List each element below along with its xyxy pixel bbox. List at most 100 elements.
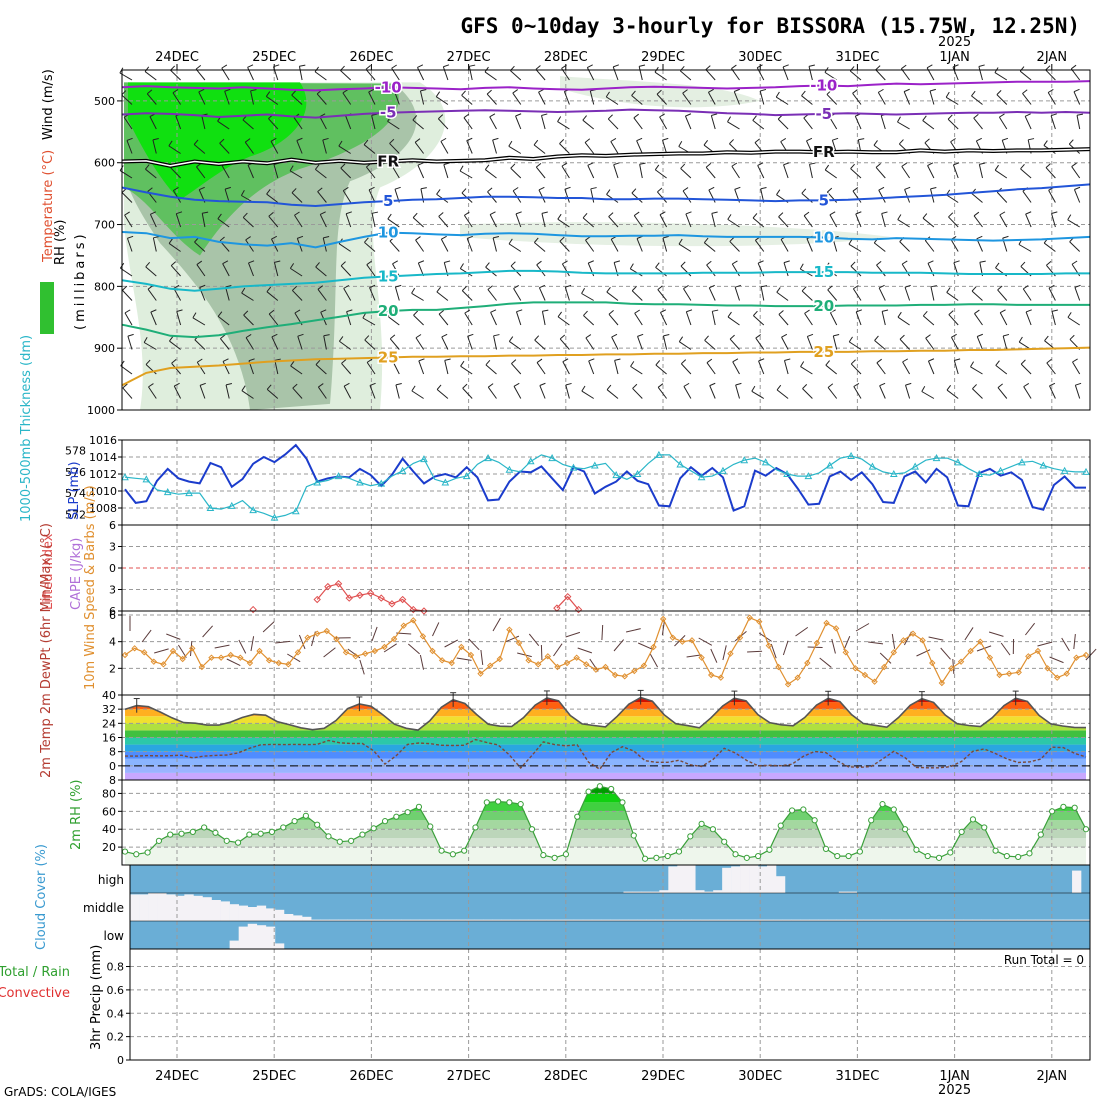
cloud-cell-low: [238, 926, 249, 949]
rh-marker: [1048, 808, 1056, 815]
wind-barb: [268, 313, 279, 326]
wind-tick-label: 2: [109, 662, 116, 675]
wind-barb: [417, 165, 425, 179]
wind-barb: [630, 361, 635, 367]
wind-barb: [124, 309, 131, 314]
wind-barb: [411, 287, 416, 294]
wind-barb: [631, 192, 643, 203]
wind-barb: [878, 287, 886, 301]
wind-barb: [559, 236, 565, 242]
cloud-cell-high: [686, 865, 696, 893]
wind-barb: [850, 265, 862, 277]
wind-barb: [858, 138, 865, 141]
wind-barb: [538, 189, 546, 203]
wind-barb: [656, 93, 667, 105]
wind-barb: [826, 94, 838, 105]
wind-barb: [538, 91, 546, 105]
wind-speed-marker: [169, 647, 177, 655]
wind-barb: [678, 238, 683, 245]
wind-barb: [225, 384, 230, 399]
wind-barb: [147, 187, 153, 192]
wind-barb: [274, 360, 279, 375]
lifted-index-marker: [574, 605, 583, 614]
wind-speed-marker: [727, 650, 734, 657]
cloud-cell-middle: [709, 919, 719, 921]
wind-barb: [539, 284, 546, 289]
wind-barb: [289, 263, 295, 269]
wind-barb: [124, 312, 133, 326]
wind-barb: [365, 166, 376, 179]
wind-barb-10m: [855, 623, 870, 632]
cloud-cell-middle: [791, 919, 801, 921]
wind-barb: [436, 189, 441, 195]
wind-barb: [122, 387, 133, 399]
rh-marker: [834, 852, 841, 860]
wind-barb: [731, 165, 740, 179]
wind-barb: [1046, 362, 1056, 375]
wind-barb: [221, 165, 230, 179]
thickness-marker: [761, 458, 770, 466]
cloud-cell-middle: [474, 919, 484, 921]
wind-speed-marker: [832, 625, 840, 632]
wind-barb: [199, 284, 206, 288]
wind-barb: [852, 93, 862, 105]
wind-barb: [389, 143, 400, 154]
cloud-cell-middle: [1062, 919, 1073, 921]
thickness-marker: [783, 469, 791, 477]
rh-marker: [890, 806, 897, 813]
cloud-cell-middle: [437, 919, 448, 921]
wind-barb: [562, 361, 570, 375]
wind-barb: [903, 88, 910, 93]
temperature-band: [125, 765, 1086, 773]
wind-barb: [415, 236, 421, 241]
cloud-cell-middle: [936, 919, 946, 921]
cloud-cell-middle: [782, 919, 792, 921]
wind-barb: [371, 213, 376, 228]
wind-barb: [705, 69, 716, 81]
wind-barb: [588, 360, 595, 375]
wind-barb: [343, 385, 352, 399]
cloud-cell-high: [775, 876, 786, 893]
wind-barb: [508, 336, 514, 342]
wind-barb: [199, 385, 206, 399]
convective-label: Convective: [0, 986, 70, 1001]
rh-marker: [167, 831, 174, 838]
wind-barb-10m: [843, 635, 851, 651]
wind-barb: [611, 336, 619, 350]
wind-barb: [976, 235, 983, 240]
wind-speed-marker: [861, 671, 869, 679]
wind-barb: [242, 212, 248, 218]
wind-barb: [245, 236, 251, 241]
wind-barb: [997, 289, 1008, 301]
wind-barb: [848, 336, 853, 343]
wind-barb: [639, 64, 646, 67]
wind-barb: [319, 214, 327, 228]
cloud-cell-middle: [637, 919, 647, 921]
wind-barb: [126, 238, 133, 252]
cloud-cell-middle: [428, 919, 439, 921]
cape-label: CAPE (J/kg): [69, 538, 84, 610]
wind-barb: [829, 312, 838, 326]
wind-barb: [899, 338, 910, 350]
wind-barb: [314, 71, 327, 81]
wind-barb: [976, 336, 983, 350]
wind-barb: [850, 363, 862, 375]
wind-barb: [340, 167, 352, 179]
wind-barb: [1069, 241, 1081, 252]
wind-barb: [220, 338, 230, 350]
wind-barb: [242, 119, 254, 130]
wind-barb: [268, 309, 275, 315]
wind-barb: [241, 385, 246, 391]
wind-barb: [613, 164, 619, 179]
wind-speed-marker: [141, 649, 148, 656]
wind-barb: [682, 92, 692, 105]
run-total-annotation: Run Total = 0: [1004, 953, 1084, 967]
wind-barb: [994, 169, 1008, 179]
cloud-cell-middle: [818, 919, 828, 921]
wind-barb: [486, 89, 492, 95]
contour-label: 20: [813, 297, 834, 315]
wind-barb-10m: [1061, 637, 1070, 652]
wind-barb-10m: [275, 640, 291, 644]
wind-barb: [706, 362, 716, 375]
wind-barb-10m: [710, 648, 718, 663]
